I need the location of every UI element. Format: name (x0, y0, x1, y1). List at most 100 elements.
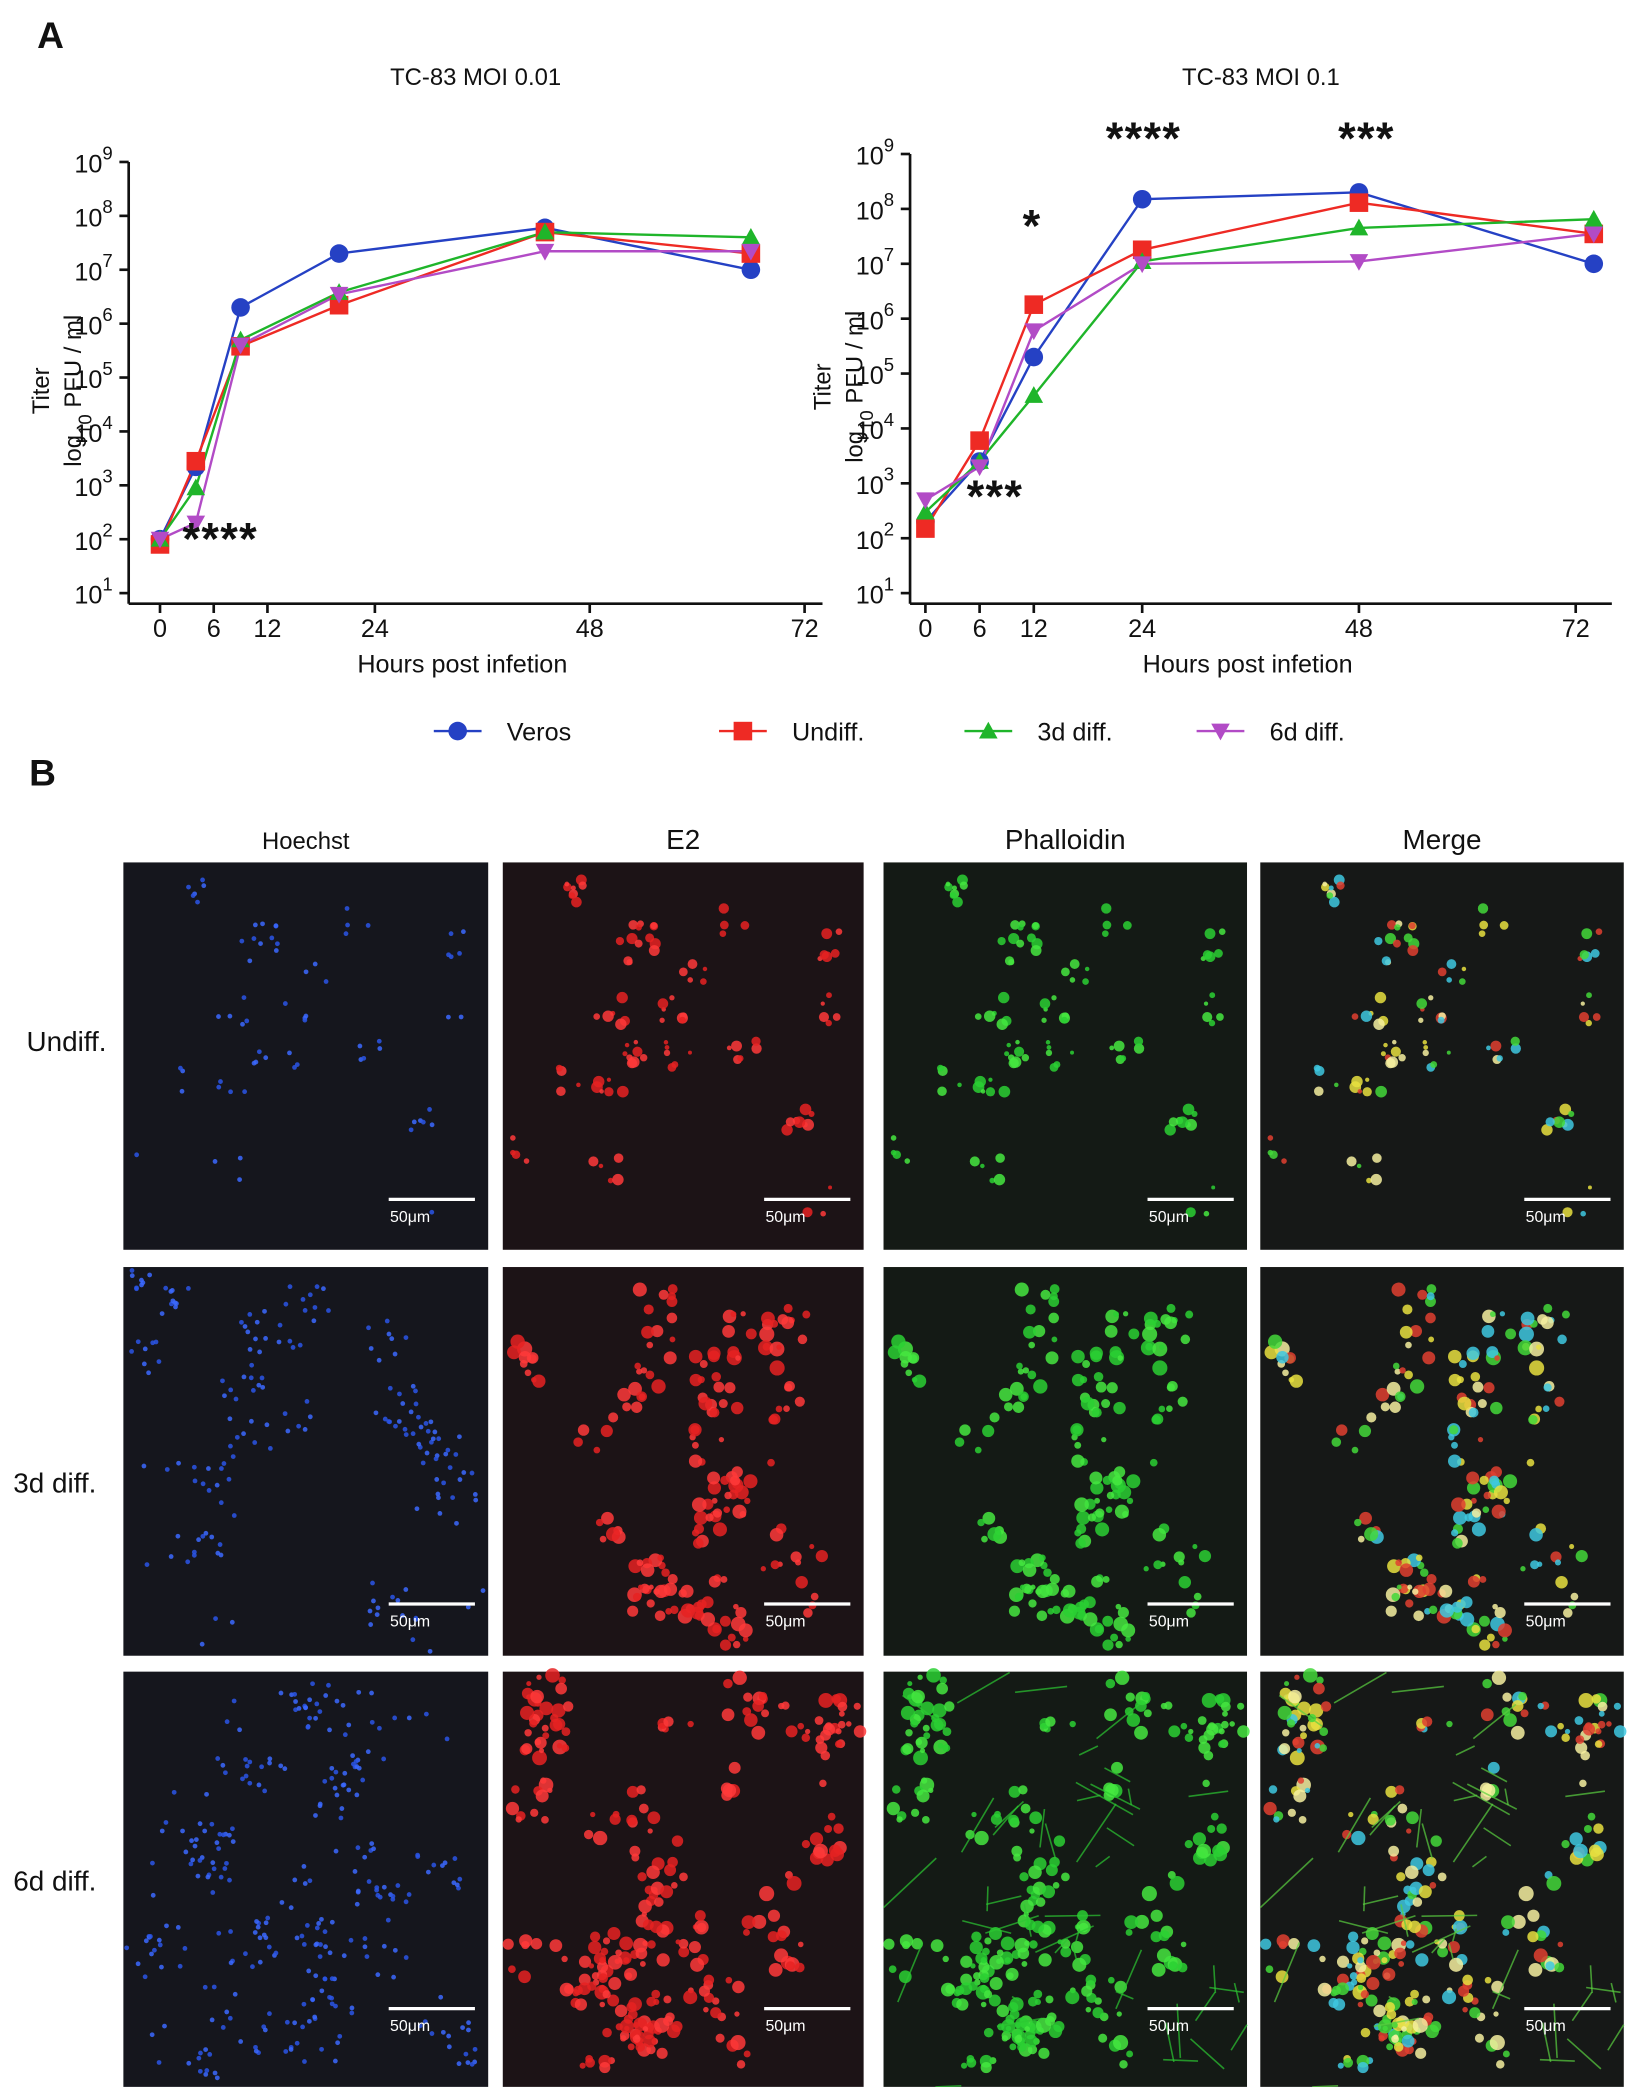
fluorescence-spot (1374, 991, 1387, 1004)
fluorescence-spot (1408, 1920, 1421, 1934)
fluorescence-spot (254, 1319, 260, 1325)
fluorescence-spot (515, 1816, 522, 1823)
y-tick-label: 101 (74, 573, 112, 609)
fluorescence-spot (317, 1709, 323, 1714)
fluorescence-spot (926, 1668, 941, 1683)
fluorescence-spot (231, 1513, 237, 1518)
neurite (1054, 1938, 1069, 1954)
fluorescence-spot (1420, 1568, 1429, 1577)
fluorescence-spot (783, 1405, 790, 1413)
fluorescence-spot (365, 923, 371, 928)
micrograph-background (123, 1267, 489, 1656)
y-tick-exponent: 5 (884, 354, 894, 375)
neurite (1189, 2038, 1225, 2070)
fluorescence-spot (139, 1282, 144, 1288)
fluorescence-spot (1585, 1019, 1592, 1027)
fluorescence-spot (596, 1961, 609, 1973)
fluorescence-spot (1422, 1351, 1436, 1365)
fluorescence-spot (436, 1436, 442, 1442)
fluorescence-spot (669, 995, 675, 1001)
fluorescence-spot (450, 1495, 456, 1500)
fluorescence-spot (1384, 932, 1396, 945)
fluorescence-spot (1263, 1801, 1277, 1816)
fluorescence-spot (150, 1860, 155, 1866)
fluorescence-spot (149, 1951, 154, 1957)
scale-bar-label: 50μm (1526, 1209, 1566, 1226)
fluorescence-spot (1462, 2006, 1468, 2013)
fluorescence-spot (1407, 1584, 1413, 1590)
fluorescence-spot (1386, 1381, 1401, 1396)
fluorescence-spot (660, 1885, 674, 1899)
fluorescence-spot (545, 1668, 560, 1683)
fluorescence-spot (361, 1055, 367, 1061)
fluorescence-spot (678, 1016, 686, 1024)
fluorescence-spot (1446, 959, 1457, 969)
fluorescence-spot (1459, 978, 1466, 985)
fluorescence-spot (634, 2034, 640, 2040)
fluorescence-spot (1479, 920, 1489, 930)
fluorescence-spot (599, 2001, 606, 2008)
fluorescence-spot (1561, 1733, 1570, 1742)
series-line (924, 201, 1594, 530)
fluorescence-spot (1016, 939, 1025, 948)
fluorescence-spot (1101, 1436, 1107, 1443)
fluorescence-spot (310, 1997, 315, 2002)
fluorescence-spot (1017, 1947, 1030, 1960)
fluorescence-spot (362, 1936, 368, 1941)
fluorescence-spot (819, 1779, 827, 1788)
fluorescence-spot (628, 1381, 642, 1396)
fluorescence-spot (369, 1841, 375, 1846)
fluorescence-spot (302, 1427, 308, 1432)
fluorescence-spot (693, 1510, 708, 1525)
fluorescence-spot (1185, 1207, 1196, 1218)
fluorescence-spot (1075, 1538, 1086, 1549)
fluorescence-spot (1336, 1955, 1350, 1968)
fluorescence-spot (687, 1050, 692, 1055)
fluorescence-spot (910, 1719, 919, 1728)
fluorescence-spot (148, 1934, 153, 1939)
fluorescence-spot (428, 1419, 434, 1425)
fluorescence-spot (1001, 2019, 1016, 2034)
fluorescence-spot (954, 1437, 965, 1447)
fluorescence-spot (213, 1616, 218, 1621)
fluorescence-spot (265, 1915, 271, 1921)
fluorescence-spot (570, 885, 576, 891)
fluorescence-spot (786, 1875, 802, 1891)
fluorescence-spot (710, 2007, 722, 2019)
fluorescence-spot (1360, 2027, 1371, 2038)
fluorescence-spot (778, 1702, 785, 1710)
fluorescence-spot (1184, 1839, 1193, 1849)
fluorescence-spot (989, 1955, 1004, 1970)
fluorescence-spot (1458, 1360, 1467, 1368)
fluorescence-spot (1035, 1897, 1046, 1907)
fluorescence-spot (1407, 945, 1419, 956)
fluorescence-spot (304, 1399, 310, 1404)
fluorescence-spot (1439, 1603, 1454, 1618)
fluorescence-spot (740, 921, 750, 930)
fluorescence-spot (264, 1422, 270, 1428)
fluorescence-spot (634, 1362, 642, 1370)
fluorescence-spot (465, 2060, 471, 2065)
fluorescence-spot (1579, 1779, 1587, 1788)
fluorescence-spot (156, 1359, 162, 1365)
fluorescence-spot (1267, 1135, 1274, 1141)
fluorescence-spot (216, 1930, 222, 1936)
fluorescence-spot (1016, 2034, 1022, 2040)
fluorescence-spot (436, 1495, 441, 1501)
fluorescence-spot (526, 1681, 532, 1687)
fluorescence-spot (1267, 1334, 1283, 1349)
fluorescence-spot (248, 1375, 254, 1381)
fluorescence-spot (979, 1973, 990, 1984)
fluorescence-spot (1061, 1872, 1070, 1882)
fluorescence-spot (403, 1899, 409, 1905)
fluorescence-spot (313, 1973, 319, 1979)
fluorescence-spot (801, 1839, 811, 1849)
fluorescence-spot (784, 1383, 793, 1392)
fluorescence-spot (1201, 1693, 1217, 1708)
fluorescence-spot (1357, 2001, 1364, 2008)
fluorescence-spot (410, 1383, 416, 1389)
fluorescence-spot (1033, 1325, 1046, 1338)
fluorescence-spot (568, 892, 576, 899)
fluorescence-spot (797, 1722, 805, 1730)
